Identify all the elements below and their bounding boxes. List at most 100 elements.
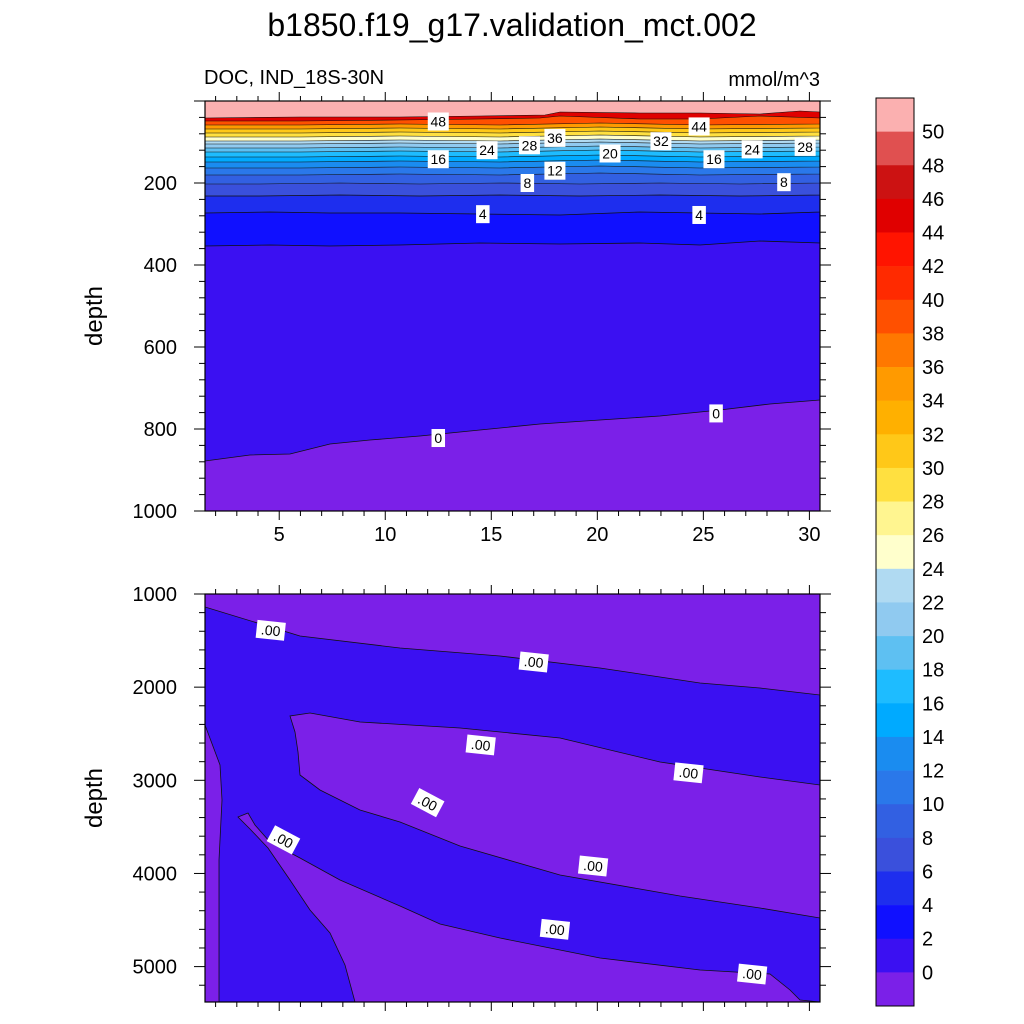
variable-region-label: DOC, IND_18S-30N — [204, 67, 384, 89]
colorbar-label: 44 — [922, 223, 944, 245]
contour-label-text: 20 — [602, 145, 618, 161]
colorbar-swatch — [876, 972, 914, 1007]
colorbar-frame — [875, 97, 915, 1007]
colorbar-label: 6 — [922, 861, 933, 883]
lower-panel: 1000 2000 3000 4000 5000 .00 .00 .00 .00 .00 .00.… — [81, 584, 831, 1011]
lower-y-tick-label: 3000 — [133, 770, 178, 792]
contour-label-box — [673, 762, 704, 784]
colorbar-label: 0 — [922, 962, 933, 984]
upper-x-tick-label: 15 — [480, 524, 502, 546]
upper-y-tick-label: 200 — [144, 173, 177, 195]
contour-label-box — [427, 150, 449, 169]
colorbar-label: 34 — [922, 391, 944, 413]
contour-label: .00 — [410, 788, 445, 818]
lower-y-tick-label: 1000 — [133, 584, 178, 606]
upper-x-tick-label: 25 — [692, 524, 714, 546]
colorbar-swatch — [876, 434, 914, 469]
colorbar-label: 30 — [922, 458, 944, 480]
colorbar: 5048464442403836343230282624222018161412… — [875, 97, 944, 1007]
contour-label: 16 — [427, 150, 449, 169]
upper-x-tick-label: 20 — [586, 524, 608, 546]
colorbar-label: 32 — [922, 424, 944, 446]
contour-label: .00 — [737, 963, 768, 985]
upper-x-tick-label: 5 — [274, 524, 285, 546]
colorbar-label: 4 — [922, 895, 933, 917]
contour-label: 32 — [650, 132, 672, 151]
contour-label-box — [599, 144, 621, 163]
contour-label-box — [539, 918, 571, 940]
contour-label-box — [427, 112, 449, 131]
contour-label: 44 — [688, 117, 710, 136]
colorbar-swatch — [876, 467, 914, 502]
contour-label-text: 44 — [691, 118, 707, 134]
colorbar-swatch — [876, 669, 914, 704]
colorbar-swatch — [876, 131, 914, 166]
contour-label-box — [544, 128, 566, 147]
colorbar-swatch — [876, 299, 914, 334]
colorbar-swatch — [876, 535, 914, 570]
contour-label-box — [577, 855, 609, 877]
colorbar-swatch — [876, 568, 914, 603]
contour-label-box — [431, 429, 446, 448]
colorbar-swatch — [876, 501, 914, 536]
colorbar-label: 24 — [922, 559, 944, 581]
colorbar-label: 40 — [922, 290, 944, 312]
colorbar-label: 28 — [922, 492, 944, 514]
contour-label-box — [465, 734, 496, 756]
colorbar-swatch — [876, 703, 914, 738]
lower-contour-fill — [205, 594, 820, 1002]
contour-label-text: .00 — [523, 653, 544, 671]
contour-label: 24 — [741, 140, 763, 159]
contour-label-box — [777, 173, 791, 192]
colorbar-label: 22 — [922, 592, 944, 614]
contour-label-box — [476, 141, 498, 160]
colorbar-label: 26 — [922, 525, 944, 547]
lower-axes: 1000 2000 3000 4000 5000 — [133, 584, 831, 1011]
contour-label: 4 — [476, 205, 490, 224]
contour-label-text: .00 — [470, 736, 491, 754]
lower-y-tick-label: 5000 — [133, 957, 178, 979]
contour-label: 8 — [777, 173, 791, 192]
colorbar-swatch — [876, 871, 914, 906]
contour-label: 20 — [599, 144, 621, 163]
contour-label-text: 28 — [797, 139, 813, 155]
colorbar-label: 20 — [922, 626, 944, 648]
contour-label-text: 24 — [479, 142, 495, 158]
contour-label: .00 — [266, 825, 301, 855]
contour-label-text: 0 — [712, 405, 720, 421]
lower-y-tick-label: 2000 — [133, 677, 178, 699]
contour-label: .00 — [577, 855, 609, 877]
colorbar-swatch — [876, 938, 914, 973]
contour-label: .00 — [673, 762, 704, 784]
contour-label-text: .00 — [678, 764, 699, 782]
colorbar-swatch — [876, 165, 914, 200]
colorbar-label: 18 — [922, 660, 944, 682]
contour-label-box — [737, 963, 768, 985]
colorbar-label: 42 — [922, 256, 944, 278]
upper-x-tick-label: 30 — [798, 524, 820, 546]
contour-label: 48 — [427, 112, 449, 131]
upper-y-tick-label: 1000 — [133, 501, 178, 523]
upper-y-axis-label: depth — [81, 286, 108, 346]
contour-label-text: 12 — [547, 163, 563, 179]
upper-y-tick-label: 800 — [144, 419, 177, 441]
contour-label-text: .00 — [742, 965, 763, 983]
contour-label: .00 — [255, 619, 286, 641]
colorbar-label: 12 — [922, 761, 944, 783]
colorbar-swatch — [876, 400, 914, 435]
colorbar-label: 36 — [922, 357, 944, 379]
colorbar-label: 10 — [922, 794, 944, 816]
contour-label-box — [476, 205, 490, 224]
colorbar-swatch — [876, 98, 914, 132]
colorbar-swatch — [876, 333, 914, 368]
contour-label-box — [688, 117, 710, 136]
contour-label-text: 16 — [430, 151, 446, 167]
contour-label: 28 — [794, 137, 816, 156]
contour-label-text: 36 — [547, 130, 563, 146]
contour-label-box — [544, 161, 566, 180]
colorbar-swatch — [876, 198, 914, 233]
colorbar-label: 50 — [922, 122, 944, 144]
